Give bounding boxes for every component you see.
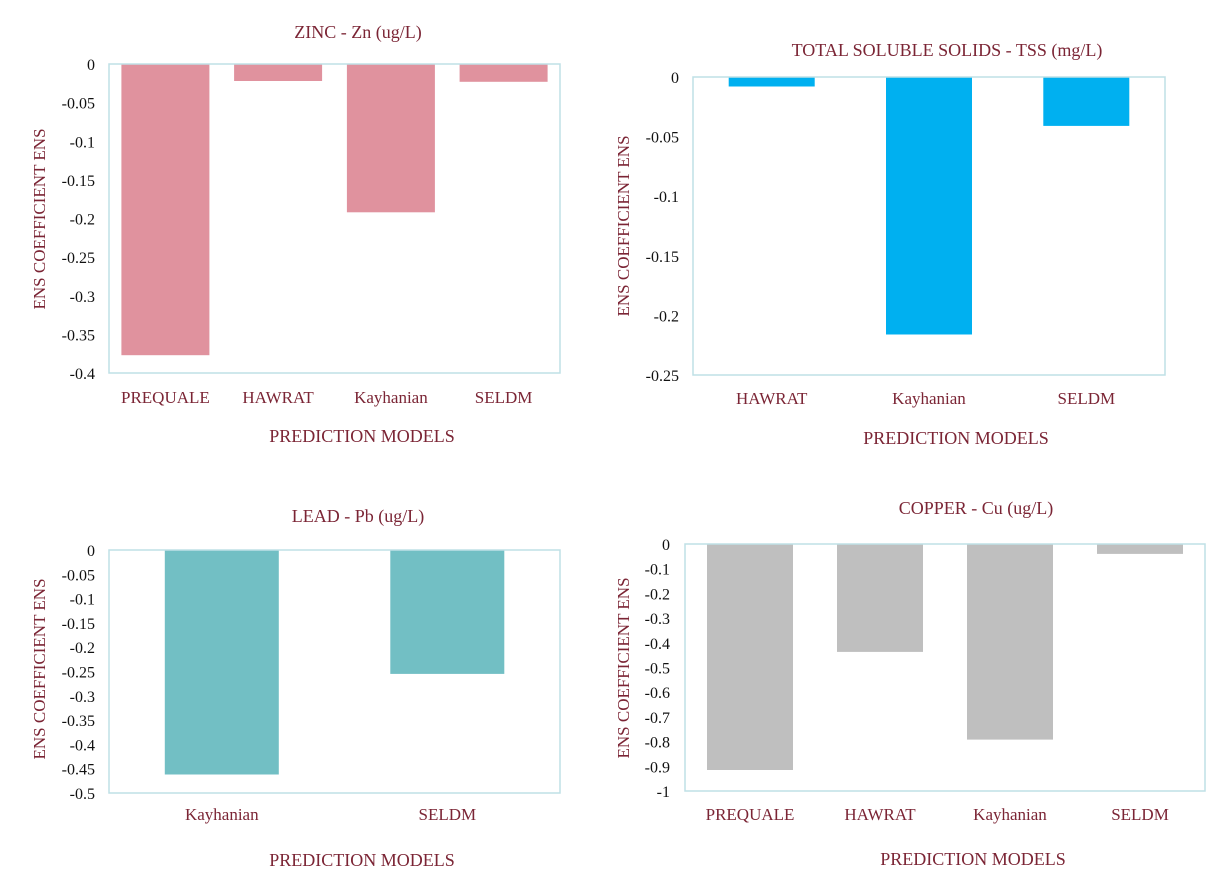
y-tick-label: -0.3 xyxy=(70,289,95,306)
y-tick-label: -0.1 xyxy=(70,134,95,151)
bar-prequale xyxy=(121,64,210,356)
y-tick-label: -0.2 xyxy=(654,308,679,325)
y-tick-label: -0.25 xyxy=(646,368,679,385)
chart-panel-lead: LEAD - Pb (ug/L) ENS COEFFICIENT ENS PRE… xyxy=(30,506,561,870)
y-tick-label: -0.8 xyxy=(645,735,670,752)
y-tick-label: -0.25 xyxy=(62,250,95,267)
bar-seldm xyxy=(390,550,505,674)
chart-title: COPPER - Cu (ug/L) xyxy=(899,498,1054,519)
y-tick-label: -0.1 xyxy=(645,562,670,579)
y-tick-label: -0.15 xyxy=(62,173,95,190)
plot-frame xyxy=(108,63,561,374)
y-tick-label: -0.35 xyxy=(62,713,95,730)
y-tick-label: -0.4 xyxy=(70,737,95,754)
y-tick-label: -0.05 xyxy=(62,96,95,113)
x-tick-label: PREQUALE xyxy=(706,805,795,824)
y-tick-label: -0.5 xyxy=(70,786,95,803)
bar-prequale xyxy=(707,544,793,770)
y-tick-label: -0.5 xyxy=(645,661,670,678)
y-tick-label: -0.45 xyxy=(62,762,95,779)
y-tick-label: 0 xyxy=(87,57,95,74)
y-axis-label: ENS COEFFICIENT ENS xyxy=(614,135,633,316)
y-tick-label: -0.05 xyxy=(646,130,679,147)
chart-title: TOTAL SOLUBLE SOLIDS - TSS (mg/L) xyxy=(792,40,1103,61)
y-tick-label: 0 xyxy=(662,537,670,554)
bar-seldm xyxy=(1097,544,1183,554)
x-tick-label: Kayhanian xyxy=(354,388,428,407)
y-axis-label: ENS COEFFICIENT ENS xyxy=(30,128,49,309)
x-tick-label: HAWRAT xyxy=(844,805,916,824)
y-tick-label: -0.15 xyxy=(646,249,679,266)
y-tick-label: -0.6 xyxy=(645,685,670,702)
bar-hawrat xyxy=(234,64,323,81)
y-tick-label: -0.1 xyxy=(70,592,95,609)
bar-seldm xyxy=(459,64,548,82)
x-tick-label: HAWRAT xyxy=(242,388,314,407)
bar-seldm xyxy=(1043,77,1130,126)
y-axis-label: ENS COEFFICIENT ENS xyxy=(30,578,49,759)
plot-frame xyxy=(108,549,561,794)
x-axis-label: PREDICTION MODELS xyxy=(863,428,1049,448)
y-tick-label: 0 xyxy=(87,543,95,560)
chart-title: ZINC - Zn (ug/L) xyxy=(294,22,421,43)
y-axis-label: ENS COEFFICIENT ENS xyxy=(614,577,633,758)
plot-frame xyxy=(692,76,1166,376)
bar-hawrat xyxy=(728,77,815,87)
y-tick-label: -0.9 xyxy=(645,759,670,776)
y-tick-label: -0.4 xyxy=(645,636,670,653)
y-tick-label: 0 xyxy=(671,70,679,87)
chart-panel-tss: TOTAL SOLUBLE SOLIDS - TSS (mg/L) ENS CO… xyxy=(614,40,1166,448)
bar-kayhanian xyxy=(164,550,279,775)
chart-panel-zinc: ZINC - Zn (ug/L) ENS COEFFICIENT ENS PRE… xyxy=(30,22,561,446)
y-tick-label: -0.1 xyxy=(654,189,679,206)
y-tick-label: -0.25 xyxy=(62,665,95,682)
bar-kayhanian xyxy=(967,544,1053,740)
y-tick-label: -0.3 xyxy=(645,611,670,628)
x-tick-label: Kayhanian xyxy=(185,805,259,824)
y-tick-label: -0.35 xyxy=(62,327,95,344)
x-tick-label: PREQUALE xyxy=(121,388,210,407)
chart-panel-copper: COPPER - Cu (ug/L) ENS COEFFICIENT ENS P… xyxy=(614,498,1206,869)
y-tick-label: -0.15 xyxy=(62,616,95,633)
x-tick-label: SELDM xyxy=(1057,389,1115,408)
x-tick-label: SELDM xyxy=(1111,805,1169,824)
plot-frame xyxy=(684,543,1206,792)
y-tick-label: -0.7 xyxy=(645,710,670,727)
bar-kayhanian xyxy=(346,64,435,213)
y-tick-label: -0.2 xyxy=(70,640,95,657)
x-tick-label: Kayhanian xyxy=(973,805,1047,824)
x-tick-label: Kayhanian xyxy=(892,389,966,408)
y-tick-label: -0.4 xyxy=(70,366,95,383)
x-axis-label: PREDICTION MODELS xyxy=(269,426,455,446)
y-tick-label: -0.2 xyxy=(645,586,670,603)
x-tick-label: SELDM xyxy=(418,805,476,824)
y-tick-label: -0.05 xyxy=(62,567,95,584)
x-axis-label: PREDICTION MODELS xyxy=(269,850,455,870)
x-tick-label: SELDM xyxy=(475,388,533,407)
y-tick-label: -0.2 xyxy=(70,212,95,229)
x-axis-label: PREDICTION MODELS xyxy=(880,849,1066,869)
bar-hawrat xyxy=(837,544,923,652)
bar-kayhanian xyxy=(886,77,972,335)
chart-title: LEAD - Pb (ug/L) xyxy=(292,506,424,527)
y-tick-label: -0.3 xyxy=(70,689,95,706)
x-tick-label: HAWRAT xyxy=(736,389,808,408)
y-tick-label: -1 xyxy=(657,784,670,801)
